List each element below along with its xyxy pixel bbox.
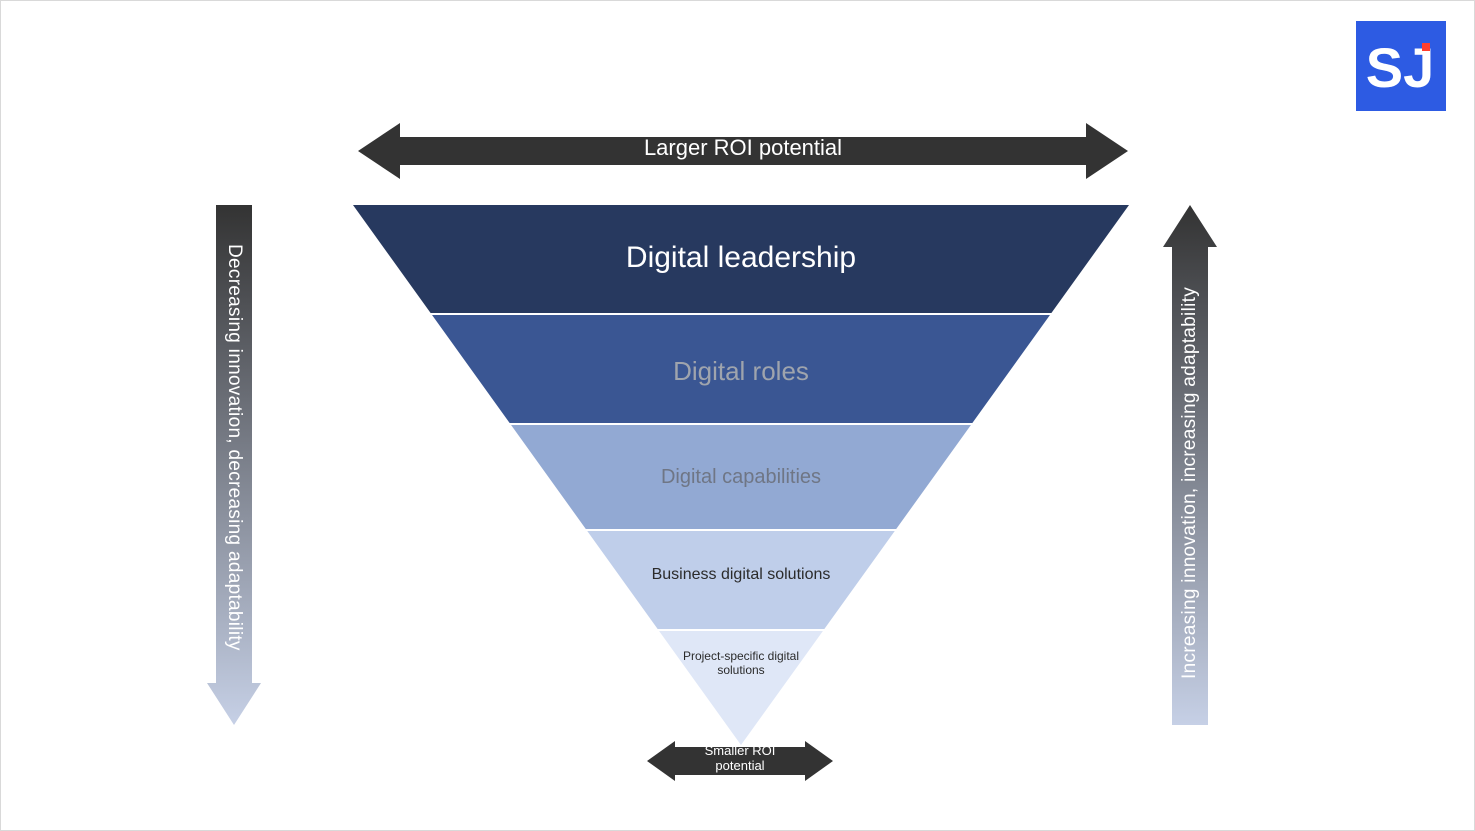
funnel-level-1	[353, 205, 1129, 313]
funnel-level-5	[659, 631, 823, 745]
inverted-funnel	[353, 205, 1129, 745]
bottom-roi-arrow	[647, 741, 833, 781]
right-vertical-arrow	[1163, 205, 1217, 725]
funnel-level-4	[587, 531, 895, 629]
left-vertical-arrow	[207, 205, 261, 725]
logo-sj: SJ	[1356, 21, 1446, 111]
funnel-level-2	[432, 315, 1050, 423]
funnel-level-3	[511, 425, 971, 529]
diagram-frame: SJ Larger ROI potential Digital leadersh…	[0, 0, 1475, 831]
top-roi-arrow	[358, 123, 1128, 179]
